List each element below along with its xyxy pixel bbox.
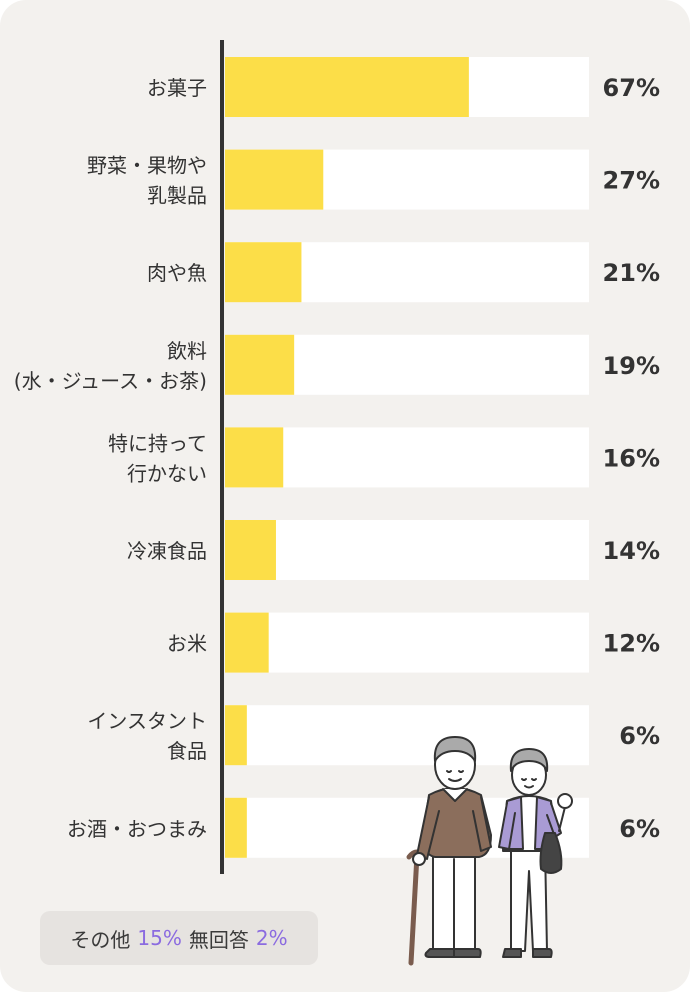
value-label: 67% (603, 74, 660, 102)
bar (225, 242, 302, 303)
value-label: 6% (619, 722, 660, 750)
value-label: 16% (603, 444, 660, 472)
bar (225, 149, 324, 210)
category-label: お酒・おつまみ (67, 817, 207, 841)
no-answer-label: 無回答 (188, 927, 249, 952)
value-label: 6% (619, 815, 660, 843)
category-label: インスタント (87, 709, 207, 733)
bar (225, 520, 276, 580)
category-label: 飲料 (167, 339, 207, 363)
bar (225, 797, 247, 858)
value-label: 12% (603, 630, 660, 658)
category-label: 肉や魚 (147, 261, 207, 285)
value-label: 19% (603, 352, 660, 380)
other-value: 15% (137, 926, 182, 950)
value-label: 21% (603, 259, 660, 287)
category-label: お菓子 (147, 76, 207, 100)
elderly-couple-icon (395, 735, 575, 971)
category-label: 食品 (167, 739, 207, 763)
bar-track (225, 612, 589, 673)
value-label: 14% (603, 537, 660, 565)
bar-track (225, 427, 589, 488)
bar (225, 334, 295, 395)
category-label: 乳製品 (147, 184, 207, 208)
bar (225, 705, 247, 766)
category-label: 特に持って (108, 431, 207, 455)
category-label: 野菜・果物や (87, 154, 207, 178)
bar-track (225, 520, 589, 580)
bar (225, 57, 469, 117)
bar (225, 612, 269, 673)
other-label: その他 (70, 927, 131, 952)
category-label: 冷凍食品 (127, 539, 207, 563)
bar (225, 427, 284, 488)
value-label: 27% (603, 167, 660, 195)
no-answer-value: 2% (255, 926, 288, 950)
category-label: 行かない (127, 461, 207, 485)
category-label: お米 (167, 632, 207, 656)
category-label: (水・ジュース・お茶) (14, 369, 207, 393)
other-no-answer-box: その他 15% 無回答 2% (40, 911, 318, 965)
